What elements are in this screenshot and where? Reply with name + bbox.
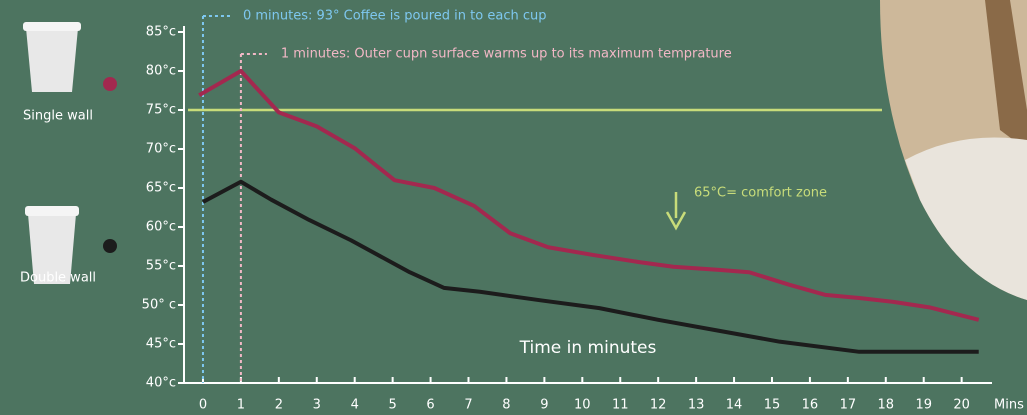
y-tick-label: 85°c — [146, 25, 176, 40]
legend-label: Double wall — [20, 271, 96, 286]
x-tick-label: 18 — [878, 398, 895, 413]
y-tick-label: 60°c — [146, 220, 176, 235]
legend-marker — [103, 239, 117, 253]
legend-label: Single wall — [23, 109, 93, 124]
x-tick-label: 19 — [915, 398, 932, 413]
x-tick-label: 4 — [351, 398, 359, 413]
x-tick-label: 2 — [275, 398, 283, 413]
x-tick-label: 8 — [502, 398, 510, 413]
photo — [880, 0, 1027, 300]
x-tick-label: 0 — [199, 398, 207, 413]
legend-marker — [103, 77, 117, 91]
x-unit: Mins — [994, 398, 1024, 413]
series-line — [203, 182, 979, 352]
x-tick-label: 13 — [688, 398, 705, 413]
x-tick-label: 14 — [726, 398, 743, 413]
x-tick-label: 6 — [426, 398, 434, 413]
comfort-label: 65°C= comfort zone — [694, 186, 827, 201]
x-tick-label: 10 — [574, 398, 591, 413]
x-tick-label: 1 — [237, 398, 245, 413]
x-tick-label: 9 — [540, 398, 548, 413]
y-tick-label: 55°c — [146, 259, 176, 274]
x-tick-label: 17 — [840, 398, 857, 413]
x-axis-label: Time in minutes — [519, 338, 657, 358]
y-tick-label: 40°c — [146, 376, 176, 391]
y-tick-label: 70°c — [146, 142, 176, 157]
comfort-arrow — [667, 192, 685, 228]
x-tick-label: 12 — [650, 398, 667, 413]
y-tick-label: 80°c — [146, 64, 176, 79]
annotation-label: 0 minutes: 93° Coffee is poured in to ea… — [243, 9, 547, 24]
x-tick-label: 20 — [953, 398, 970, 413]
y-tick-label: 50° c — [142, 298, 176, 313]
x-tick-label: 16 — [802, 398, 819, 413]
chart: 40°c 45°c 50° c 55°c 60°c 65°c 70°c 75°c 80°c 85°… — [0, 0, 1027, 415]
x-tick-label: 15 — [764, 398, 781, 413]
x-tick-label: 3 — [313, 398, 321, 413]
y-tick-label: 45°c — [146, 337, 176, 352]
cup-single — [23, 22, 81, 92]
x-tick-label: 7 — [464, 398, 472, 413]
annotation-label: 1 minutes: Outer cupn surface warms up t… — [281, 47, 732, 62]
series-line — [199, 71, 979, 320]
x-tick-label: 5 — [388, 398, 396, 413]
x-tick-label: 11 — [612, 398, 629, 413]
y-tick-label: 65°c — [146, 181, 176, 196]
y-tick-label: 75°c — [146, 103, 176, 118]
